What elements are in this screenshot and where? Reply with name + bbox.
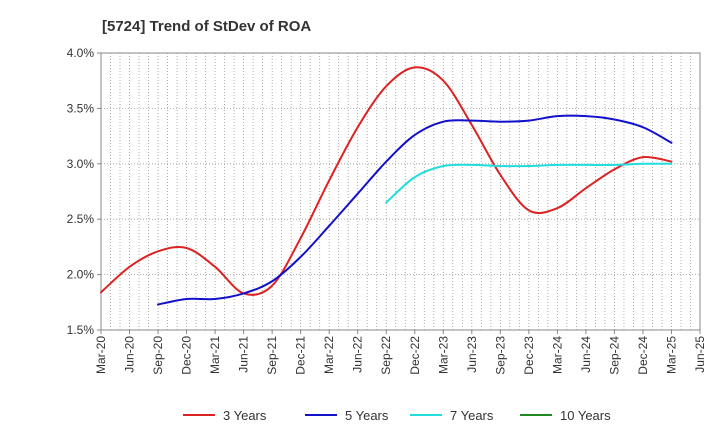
x-tick-label: Dec-22 (408, 336, 422, 375)
x-tick-label: Sep-22 (379, 336, 393, 375)
x-tick-label: Dec-23 (522, 336, 536, 375)
x-tick-label: Sep-20 (151, 336, 165, 375)
x-tick-label: Dec-21 (294, 336, 308, 375)
axes (100, 52, 701, 331)
y-tick-label: 4.0% (67, 46, 95, 60)
grid-lines (101, 53, 700, 330)
x-tick-label: Mar-21 (208, 336, 222, 374)
plot-background (101, 53, 700, 330)
x-tick-label: Mar-22 (322, 336, 336, 374)
x-tick-label: Jun-23 (465, 336, 479, 373)
y-tick-label: 2.0% (67, 268, 95, 282)
x-tick-label: Jun-22 (351, 336, 365, 373)
series-line-7-years (385, 162, 673, 204)
x-tick-label: Jun-25 (693, 336, 707, 373)
x-tick-label: Sep-21 (265, 336, 279, 375)
x-tick-labels: Mar-20 Jun-20 Sep-20 Dec-20 Mar-21 Jun-21 Sep-… (94, 330, 707, 375)
x-tick-label: Mar-24 (550, 336, 564, 374)
x-tick-label: Jun-20 (123, 336, 137, 373)
x-tick-label: Mar-23 (436, 336, 450, 374)
y-tick-label: 1.5% (67, 323, 95, 337)
x-tick-label: Jun-24 (579, 336, 593, 373)
legend-label-10-years: 10 Years (560, 408, 611, 423)
x-tick-label: Sep-24 (607, 336, 621, 375)
x-tick-label: Sep-23 (493, 336, 507, 375)
x-tick-label: Mar-25 (664, 336, 678, 374)
series-lines (100, 66, 673, 306)
y-tick-label: 2.5% (67, 212, 95, 226)
x-tick-label: Jun-21 (237, 336, 251, 373)
plot-area (101, 53, 700, 330)
legend-label-7-years: 7 Years (450, 408, 494, 423)
x-tick-label: Dec-24 (636, 336, 650, 375)
series-line-3-years (100, 66, 673, 296)
legend: 3 Years 5 Years 7 Years 10 Years (183, 408, 611, 423)
y-tick-labels: 1.5% 2.0% 2.5% 3.0% 3.5% 4.0% (67, 46, 101, 337)
chart-title: [5724] Trend of StDev of ROA (102, 18, 311, 35)
series-line-5-years (157, 114, 673, 306)
legend-label-5-years: 5 Years (345, 408, 389, 423)
x-tick-label: Mar-20 (94, 336, 108, 374)
plot-frame (100, 52, 701, 331)
y-tick-label: 3.5% (67, 101, 95, 115)
y-tick-label: 3.0% (67, 157, 95, 171)
legend-label-3-years: 3 Years (223, 408, 267, 423)
x-tick-label: Dec-20 (180, 336, 194, 375)
